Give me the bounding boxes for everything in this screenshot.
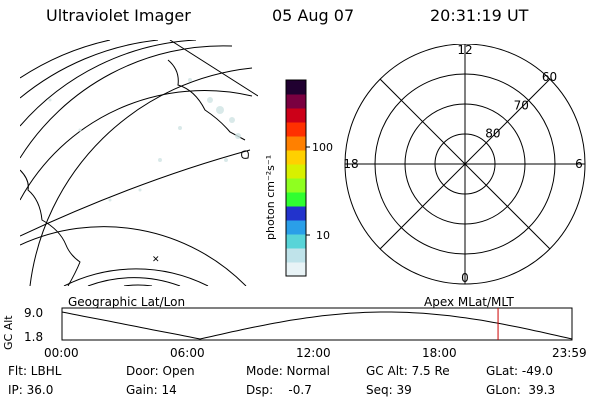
status-glon: GLon: 39.3: [486, 383, 556, 397]
time-label: 20:31:19 UT: [430, 6, 529, 25]
mlt-label-18: 18: [343, 157, 358, 171]
xtick-1800: 18:00: [422, 346, 457, 360]
xtick-2359: 23:59: [552, 346, 587, 360]
colorbar-swatch: [286, 178, 306, 193]
status-gain: Gain: 14: [126, 383, 177, 397]
satellite-marker-icon: ✕: [152, 255, 160, 265]
mlt-label-12: 12: [457, 44, 472, 57]
colorbar-swatch: [286, 248, 306, 263]
colorbar-swatch: [286, 220, 306, 235]
status-mode: Mode: Normal: [246, 364, 330, 378]
colorbar-swatch: [286, 192, 306, 207]
colorbar-swatch: [286, 80, 306, 95]
colorbar-tick-10: 10: [316, 229, 330, 242]
altitude-strip: [61, 307, 573, 341]
colorbar-swatch: [286, 150, 306, 165]
lat-label-80: 80: [485, 127, 500, 141]
colorbar-swatch: [286, 164, 306, 179]
colorbar-unit-label: photon cm⁻²s⁻¹: [264, 154, 277, 240]
colorbar-tick-100: 100: [312, 141, 333, 154]
date-label: 05 Aug 07: [272, 6, 355, 25]
app-title: Ultraviolet Imager: [46, 6, 191, 25]
colorbar-swatch: [286, 136, 306, 151]
status-glat: GLat: -49.0: [486, 364, 553, 378]
geo-panel-label: Geographic Lat/Lon: [68, 295, 186, 309]
altitude-ytick-top: 9.0: [24, 306, 44, 320]
colorbar-swatch: [286, 108, 306, 123]
lat-label-60: 60: [542, 70, 557, 84]
xtick-1200: 12:00: [296, 346, 331, 360]
mlt-label-0: 0: [461, 271, 469, 285]
lat-label-70: 70: [514, 98, 529, 112]
status-dsp: Dsp: -0.7: [246, 383, 312, 397]
xtick-0000: 00:00: [44, 346, 79, 360]
geographic-map: ✕: [20, 40, 258, 286]
colorbar-swatch: [286, 122, 306, 137]
status-gc-alt: GC Alt: 7.5 Re: [366, 364, 450, 378]
xtick-0600: 06:00: [170, 346, 205, 360]
colorbar-swatch: [286, 206, 306, 221]
status-ip: IP: 36.0: [8, 383, 54, 397]
status-flt: Flt: LBHL: [8, 364, 62, 378]
mlt-label-6: 6: [575, 157, 583, 171]
colorbar: [285, 79, 310, 277]
colorbar-swatch: [286, 234, 306, 249]
colorbar-swatch: [286, 94, 306, 109]
status-seq: Seq: 39: [366, 383, 412, 397]
altitude-ytick-bottom: 1.8: [24, 330, 44, 344]
colorbar-swatch: [286, 262, 306, 277]
polar-plot-label: Apex MLat/MLT: [424, 295, 514, 309]
altitude-ylabel: GC Alt: [2, 315, 15, 350]
status-door: Door: Open: [126, 364, 195, 378]
